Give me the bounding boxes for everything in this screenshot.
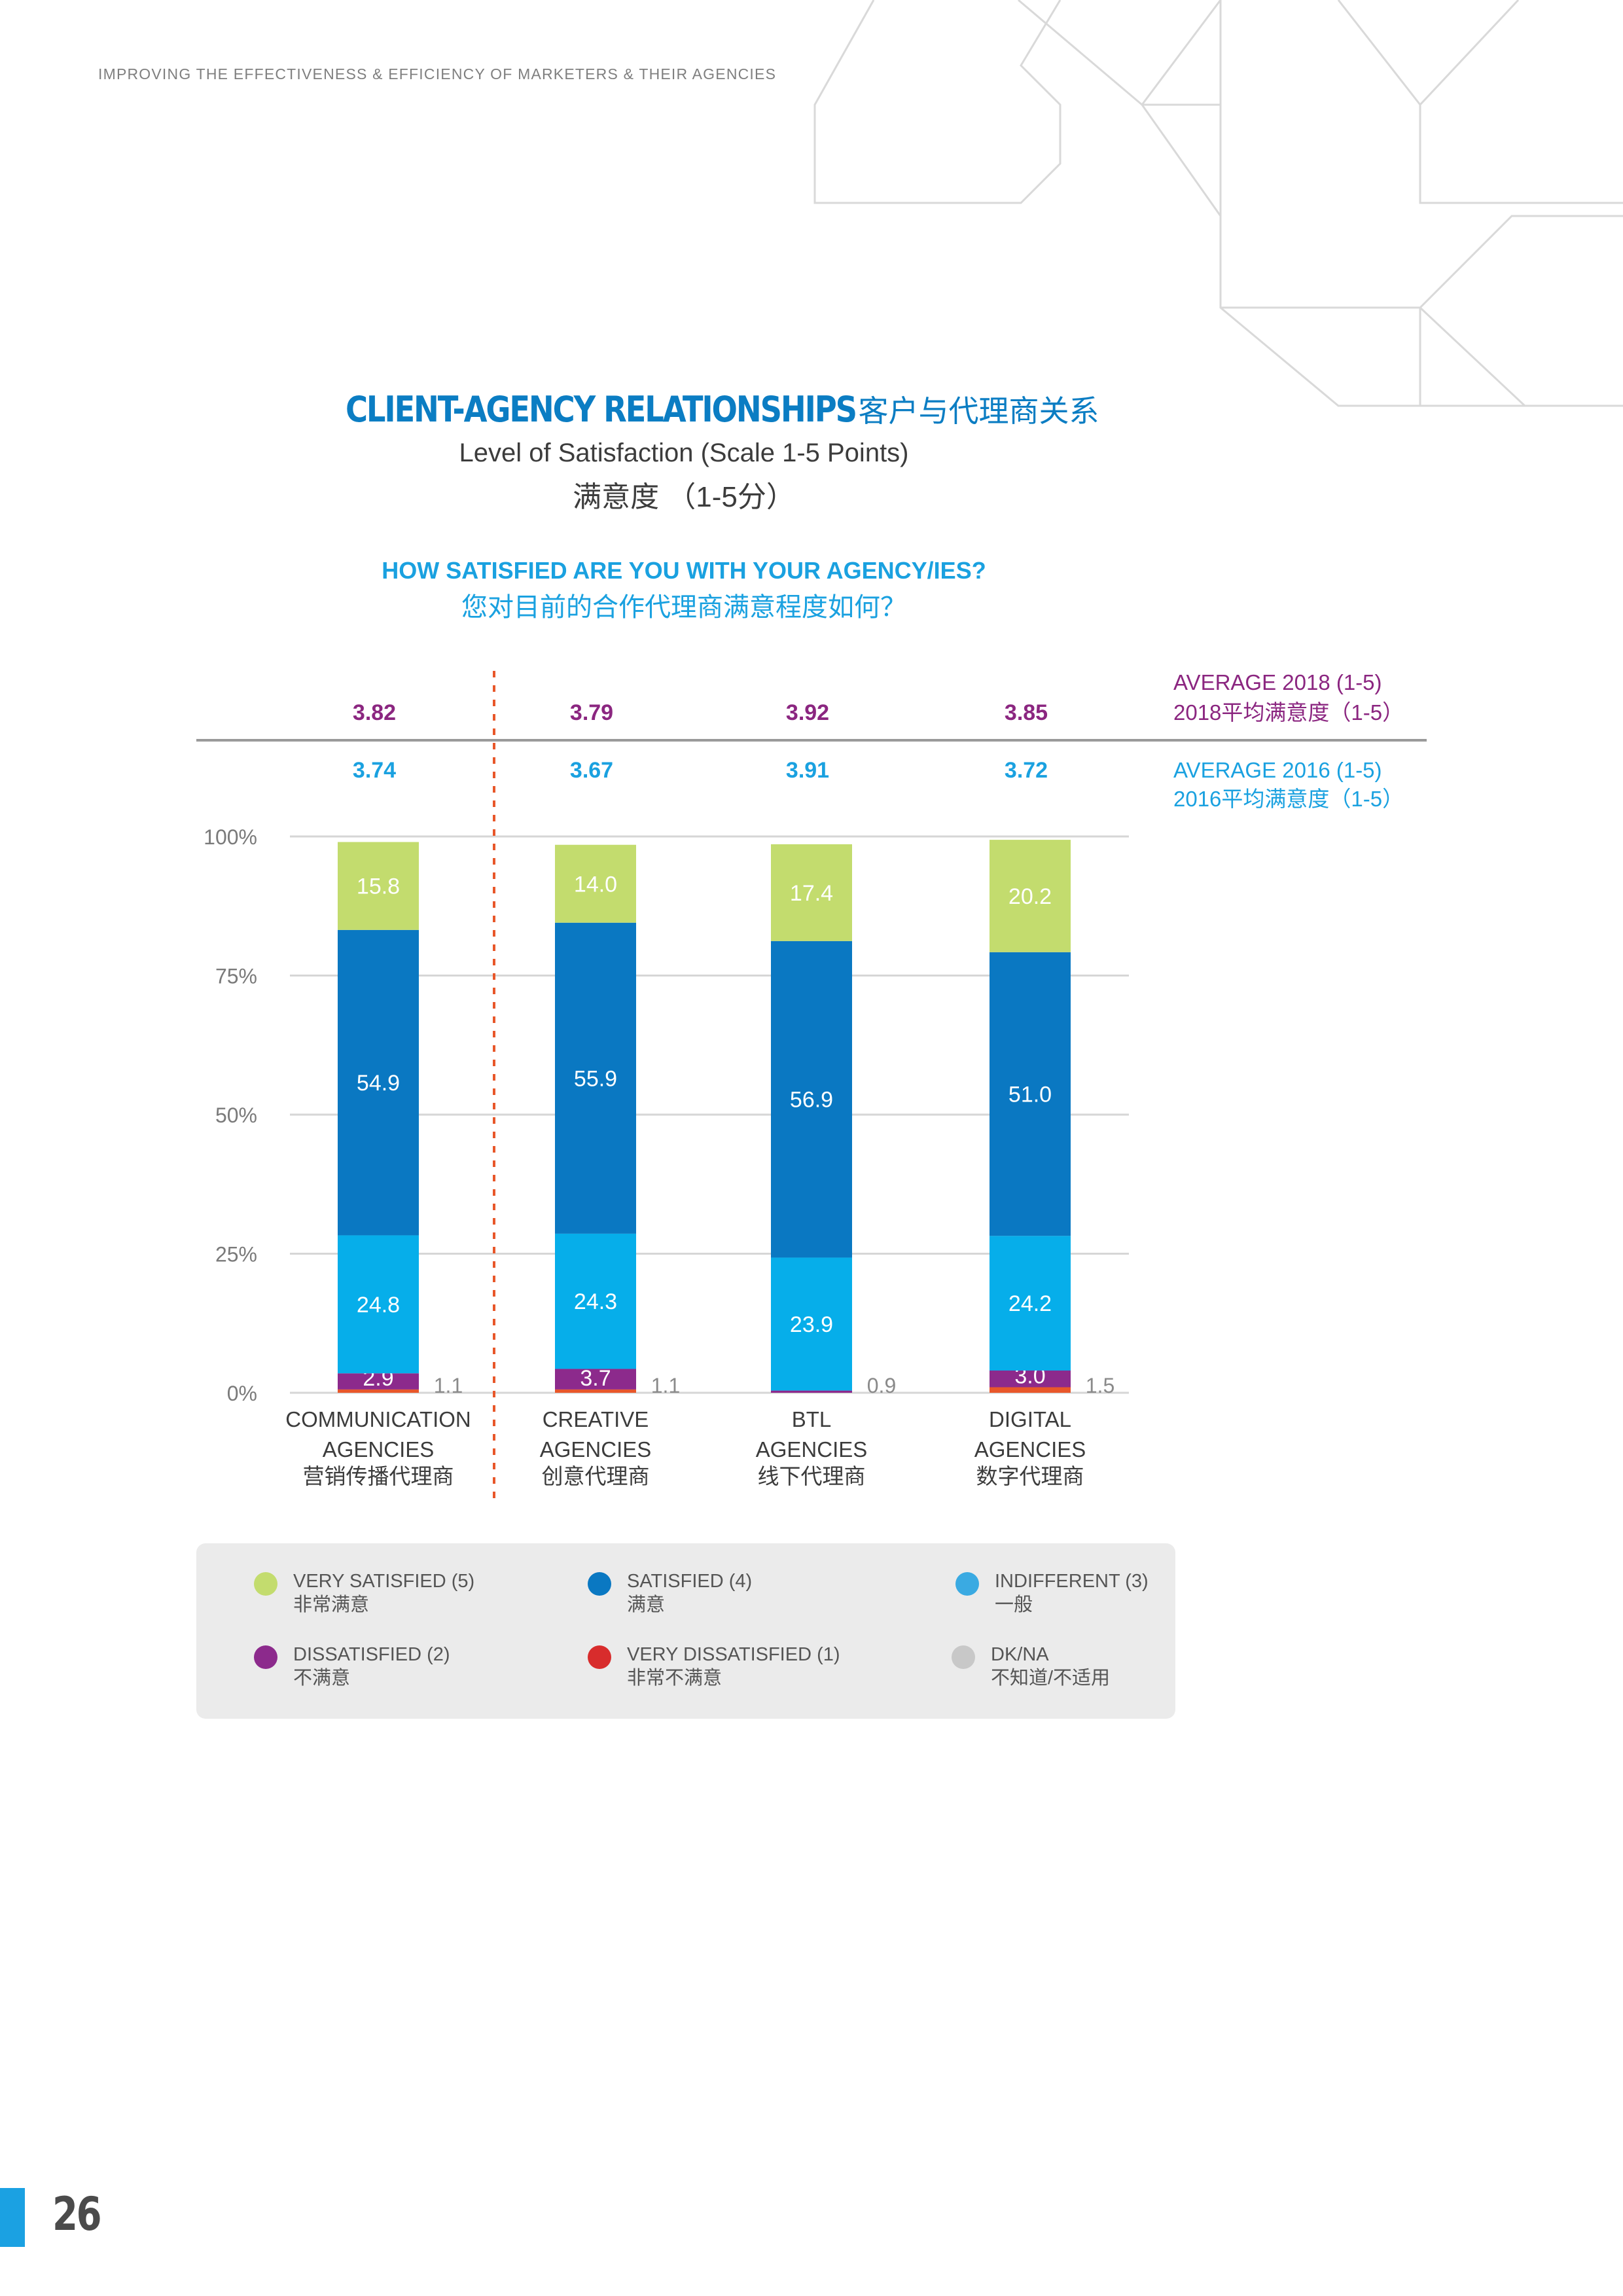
data-label-indifferent: 24.3 [574, 1289, 617, 1314]
category-label-line1: CREATIVE [543, 1407, 649, 1431]
bar-segment-satisfied [555, 922, 636, 1234]
subtitle-en: Level of Satisfaction (Scale 1-5 Points) [459, 439, 909, 467]
bar-segment-satisfied [771, 941, 852, 1258]
legend-label-zh: 一般 [995, 1594, 1033, 1615]
bar-segment-indifferent [338, 1235, 419, 1374]
legend: VERY SATISFIED (5) 非常满意 SATISFIED (4) 满意 I… [196, 1543, 1175, 1719]
bar-segment-very-satisfied [771, 844, 852, 941]
legend-label-en: VERY SATISFIED (5) [293, 1571, 475, 1592]
legend-label-en: SATISFIED (4) [627, 1571, 753, 1592]
page-number: 26 [52, 2187, 102, 2241]
bar-segment-dissatisfied [338, 1373, 419, 1390]
satisfied-dot-icon [588, 1572, 611, 1596]
dk-na-value-label: 1.1 [651, 1374, 680, 1397]
data-label-dissatisfied: 3.7 [580, 1366, 611, 1391]
page-title: CLIENT-AGENCY RELATIONSHIPS客户与代理商关系 [0, 387, 1361, 431]
very-dissatisfied-dot-icon [588, 1645, 611, 1669]
average-2016-value: 3.91 [786, 758, 829, 783]
y-tick-label: 100% [204, 825, 257, 849]
bar-segment-dissatisfied [771, 1390, 852, 1393]
category-label-line2: AGENCIES [974, 1437, 1086, 1462]
average-2016-value: 3.67 [570, 758, 613, 783]
legend-label-zh: 非常满意 [293, 1594, 370, 1615]
bar-segment-very-dissatisfied [555, 1389, 636, 1393]
bar-segment-dissatisfied [990, 1371, 1071, 1388]
legend-label-zh: 不满意 [293, 1668, 351, 1689]
bar-segment-very-dissatisfied [990, 1387, 1071, 1393]
category-label-zh: 线下代理商 [758, 1464, 866, 1488]
dk-na-dot-icon [952, 1645, 975, 1669]
stacked-bar-chart: 0% 25% 50% 75% 100% 3.82 3.79 3.92 3.85 3.74 3.67 3… [196, 670, 1427, 1502]
bar-segment-indifferent [771, 1257, 852, 1391]
average-2016-value: 3.74 [353, 758, 396, 783]
y-tick-label: 75% [215, 965, 257, 988]
data-label-very-satisfied: 20.2 [1008, 884, 1052, 909]
title-en: CLIENT-AGENCY RELATIONSHIPS [345, 389, 857, 430]
data-label-very-satisfied: 15.8 [357, 874, 400, 899]
average-2018-value: 3.82 [353, 700, 396, 725]
decorative-geometric-pattern [813, 0, 1623, 407]
legend-label-en: VERY DISSATISFIED (1) [627, 1644, 840, 1665]
dk-na-value-label: 1.5 [1086, 1374, 1115, 1397]
legend-label-zh: 非常不满意 [627, 1668, 722, 1689]
data-label-satisfied: 54.9 [357, 1071, 400, 1096]
page-tab-marker [0, 2188, 25, 2247]
bar-segment-very-satisfied [555, 844, 636, 923]
bar-segment-dissatisfied [555, 1369, 636, 1390]
legend-label-zh: 不知道/不适用 [991, 1668, 1111, 1689]
average-2016-value: 3.72 [1005, 758, 1048, 783]
bar-segment-very-dissatisfied [338, 1389, 419, 1393]
legend-label-en: DISSATISFIED (2) [293, 1644, 450, 1665]
data-label-indifferent: 24.8 [357, 1293, 400, 1318]
average-2016-label-zh: 2016平均满意度（1-5） [1173, 787, 1404, 811]
category-label-line2: AGENCIES [323, 1437, 435, 1462]
running-header: IMPROVING THE EFFECTIVENESS & EFFICIENCY… [98, 65, 777, 82]
data-label-very-satisfied: 17.4 [790, 881, 833, 906]
subtitle-zh: 满意度 （1-5分） [573, 481, 795, 513]
category-label-line1: DIGITAL [989, 1407, 1071, 1431]
question-zh: 您对目前的合作代理商满意程度如何？ [461, 593, 906, 622]
average-2016-label-en: AVERAGE 2016 (1-5) [1173, 758, 1382, 782]
category-label-line2: AGENCIES [540, 1437, 652, 1462]
legend-label-zh: 满意 [627, 1594, 666, 1615]
category-label-zh: 创意代理商 [542, 1464, 650, 1488]
very-satisfied-dot-icon [254, 1572, 277, 1596]
category-label-line1: BTL [792, 1407, 832, 1431]
data-label-very-satisfied: 14.0 [574, 872, 617, 897]
dk-na-value-label: 0.9 [867, 1374, 896, 1397]
dissatisfied-dot-icon [254, 1645, 277, 1669]
indifferent-dot-icon [955, 1572, 979, 1596]
y-tick-label: 50% [215, 1103, 257, 1127]
data-label-indifferent: 24.2 [1008, 1291, 1052, 1316]
average-2018-label-zh: 2018平均满意度（1-5） [1173, 700, 1404, 725]
bar-segment-satisfied [990, 952, 1071, 1236]
average-2018-value: 3.79 [570, 700, 613, 725]
category-label-line1: COMMUNICATION [285, 1407, 471, 1431]
legend-label-en: DK/NA [991, 1644, 1049, 1665]
bar-segment-very-satisfied [990, 840, 1071, 952]
average-2018-value: 3.85 [1005, 700, 1048, 725]
question-en: HOW SATISFIED ARE YOU WITH YOUR AGENCY/I… [382, 557, 986, 584]
y-tick-label: 25% [215, 1243, 257, 1266]
bar-segment-satisfied [338, 929, 419, 1236]
bar-segment-indifferent [555, 1233, 636, 1369]
average-2018-label-en: AVERAGE 2018 (1-5) [1173, 670, 1382, 694]
y-tick-label: 0% [227, 1382, 257, 1405]
category-label-zh: 数字代理商 [976, 1464, 1084, 1488]
legend-label-en: INDIFFERENT (3) [995, 1571, 1149, 1592]
bar-segment-indifferent [990, 1236, 1071, 1371]
data-label-satisfied: 56.9 [790, 1088, 833, 1113]
data-label-satisfied: 51.0 [1008, 1083, 1052, 1107]
dk-na-value-label: 1.1 [434, 1374, 463, 1397]
category-label-zh: 营销传播代理商 [303, 1464, 454, 1488]
category-label-line2: AGENCIES [756, 1437, 868, 1462]
bar-segment-very-satisfied [338, 842, 419, 930]
data-label-indifferent: 23.9 [790, 1312, 833, 1337]
data-label-satisfied: 55.9 [574, 1066, 617, 1091]
average-2018-value: 3.92 [786, 700, 829, 725]
title-zh: 客户与代理商关系 [858, 394, 1099, 428]
